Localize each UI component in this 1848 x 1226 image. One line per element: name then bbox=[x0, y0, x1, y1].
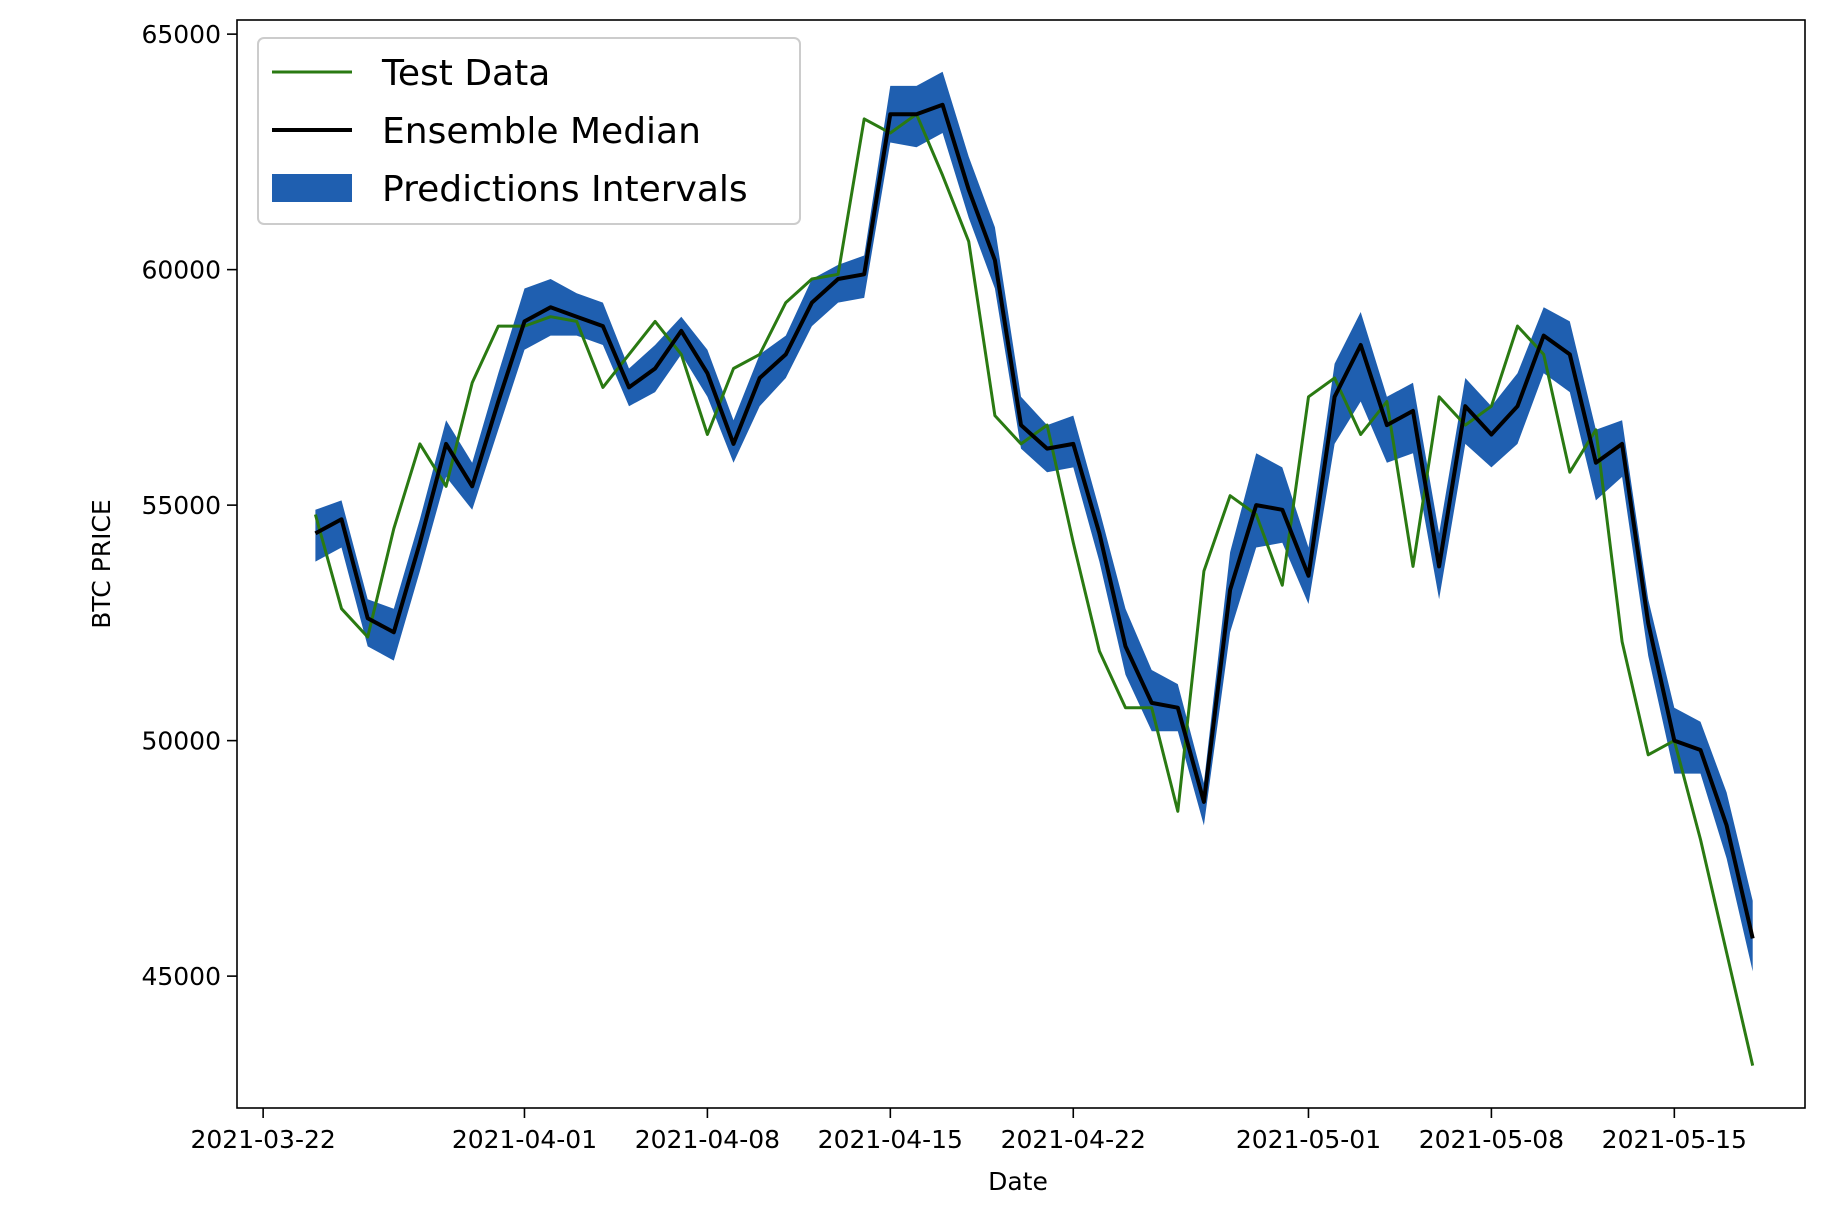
y-axis-label: BTC PRICE bbox=[87, 499, 116, 628]
y-tick-label: 55000 bbox=[141, 491, 221, 520]
x-tick-label: 2021-05-01 bbox=[1236, 1125, 1381, 1154]
x-tick-label: 2021-04-08 bbox=[635, 1125, 780, 1154]
legend: Test Data Ensemble Median Predictions Inte… bbox=[257, 37, 801, 225]
y-tick-label: 45000 bbox=[141, 962, 221, 991]
y-axis: 45000 50000 55000 60000 65000 bbox=[141, 20, 237, 991]
plot-frame bbox=[236, 19, 1806, 1109]
y-tick-label: 60000 bbox=[141, 256, 221, 285]
x-axis-label: Date bbox=[988, 1167, 1048, 1196]
series-ensemble-median-line bbox=[314, 102, 1755, 939]
x-tick-label: 2021-04-15 bbox=[818, 1125, 963, 1154]
series-test-data-line bbox=[313, 112, 1755, 1066]
legend-entry-predictions-intervals: Predictions Intervals bbox=[272, 169, 748, 210]
legend-swatch bbox=[272, 174, 352, 202]
plot-area bbox=[313, 71, 1755, 1066]
y-tick-label: 50000 bbox=[141, 727, 221, 756]
legend-entry-test-data: Test Data bbox=[272, 53, 550, 94]
legend-box bbox=[257, 37, 801, 225]
legend-label: Predictions Intervals bbox=[382, 169, 748, 210]
x-tick-label: 2021-04-22 bbox=[1001, 1125, 1146, 1154]
x-tick-label: 2021-05-08 bbox=[1419, 1125, 1564, 1154]
y-tick-label: 65000 bbox=[141, 20, 221, 49]
x-tick-label: 2021-03-22 bbox=[190, 1125, 335, 1154]
legend-entry-ensemble-median: Ensemble Median bbox=[272, 111, 701, 152]
x-axis: 2021-03-22 2021-04-01 2021-04-08 2021-04-15… bbox=[190, 1108, 1747, 1154]
x-tick-label: 2021-04-01 bbox=[452, 1125, 597, 1154]
x-tick-label: 2021-05-15 bbox=[1602, 1125, 1747, 1154]
legend-label: Test Data bbox=[381, 53, 550, 94]
legend-label: Ensemble Median bbox=[382, 111, 701, 152]
